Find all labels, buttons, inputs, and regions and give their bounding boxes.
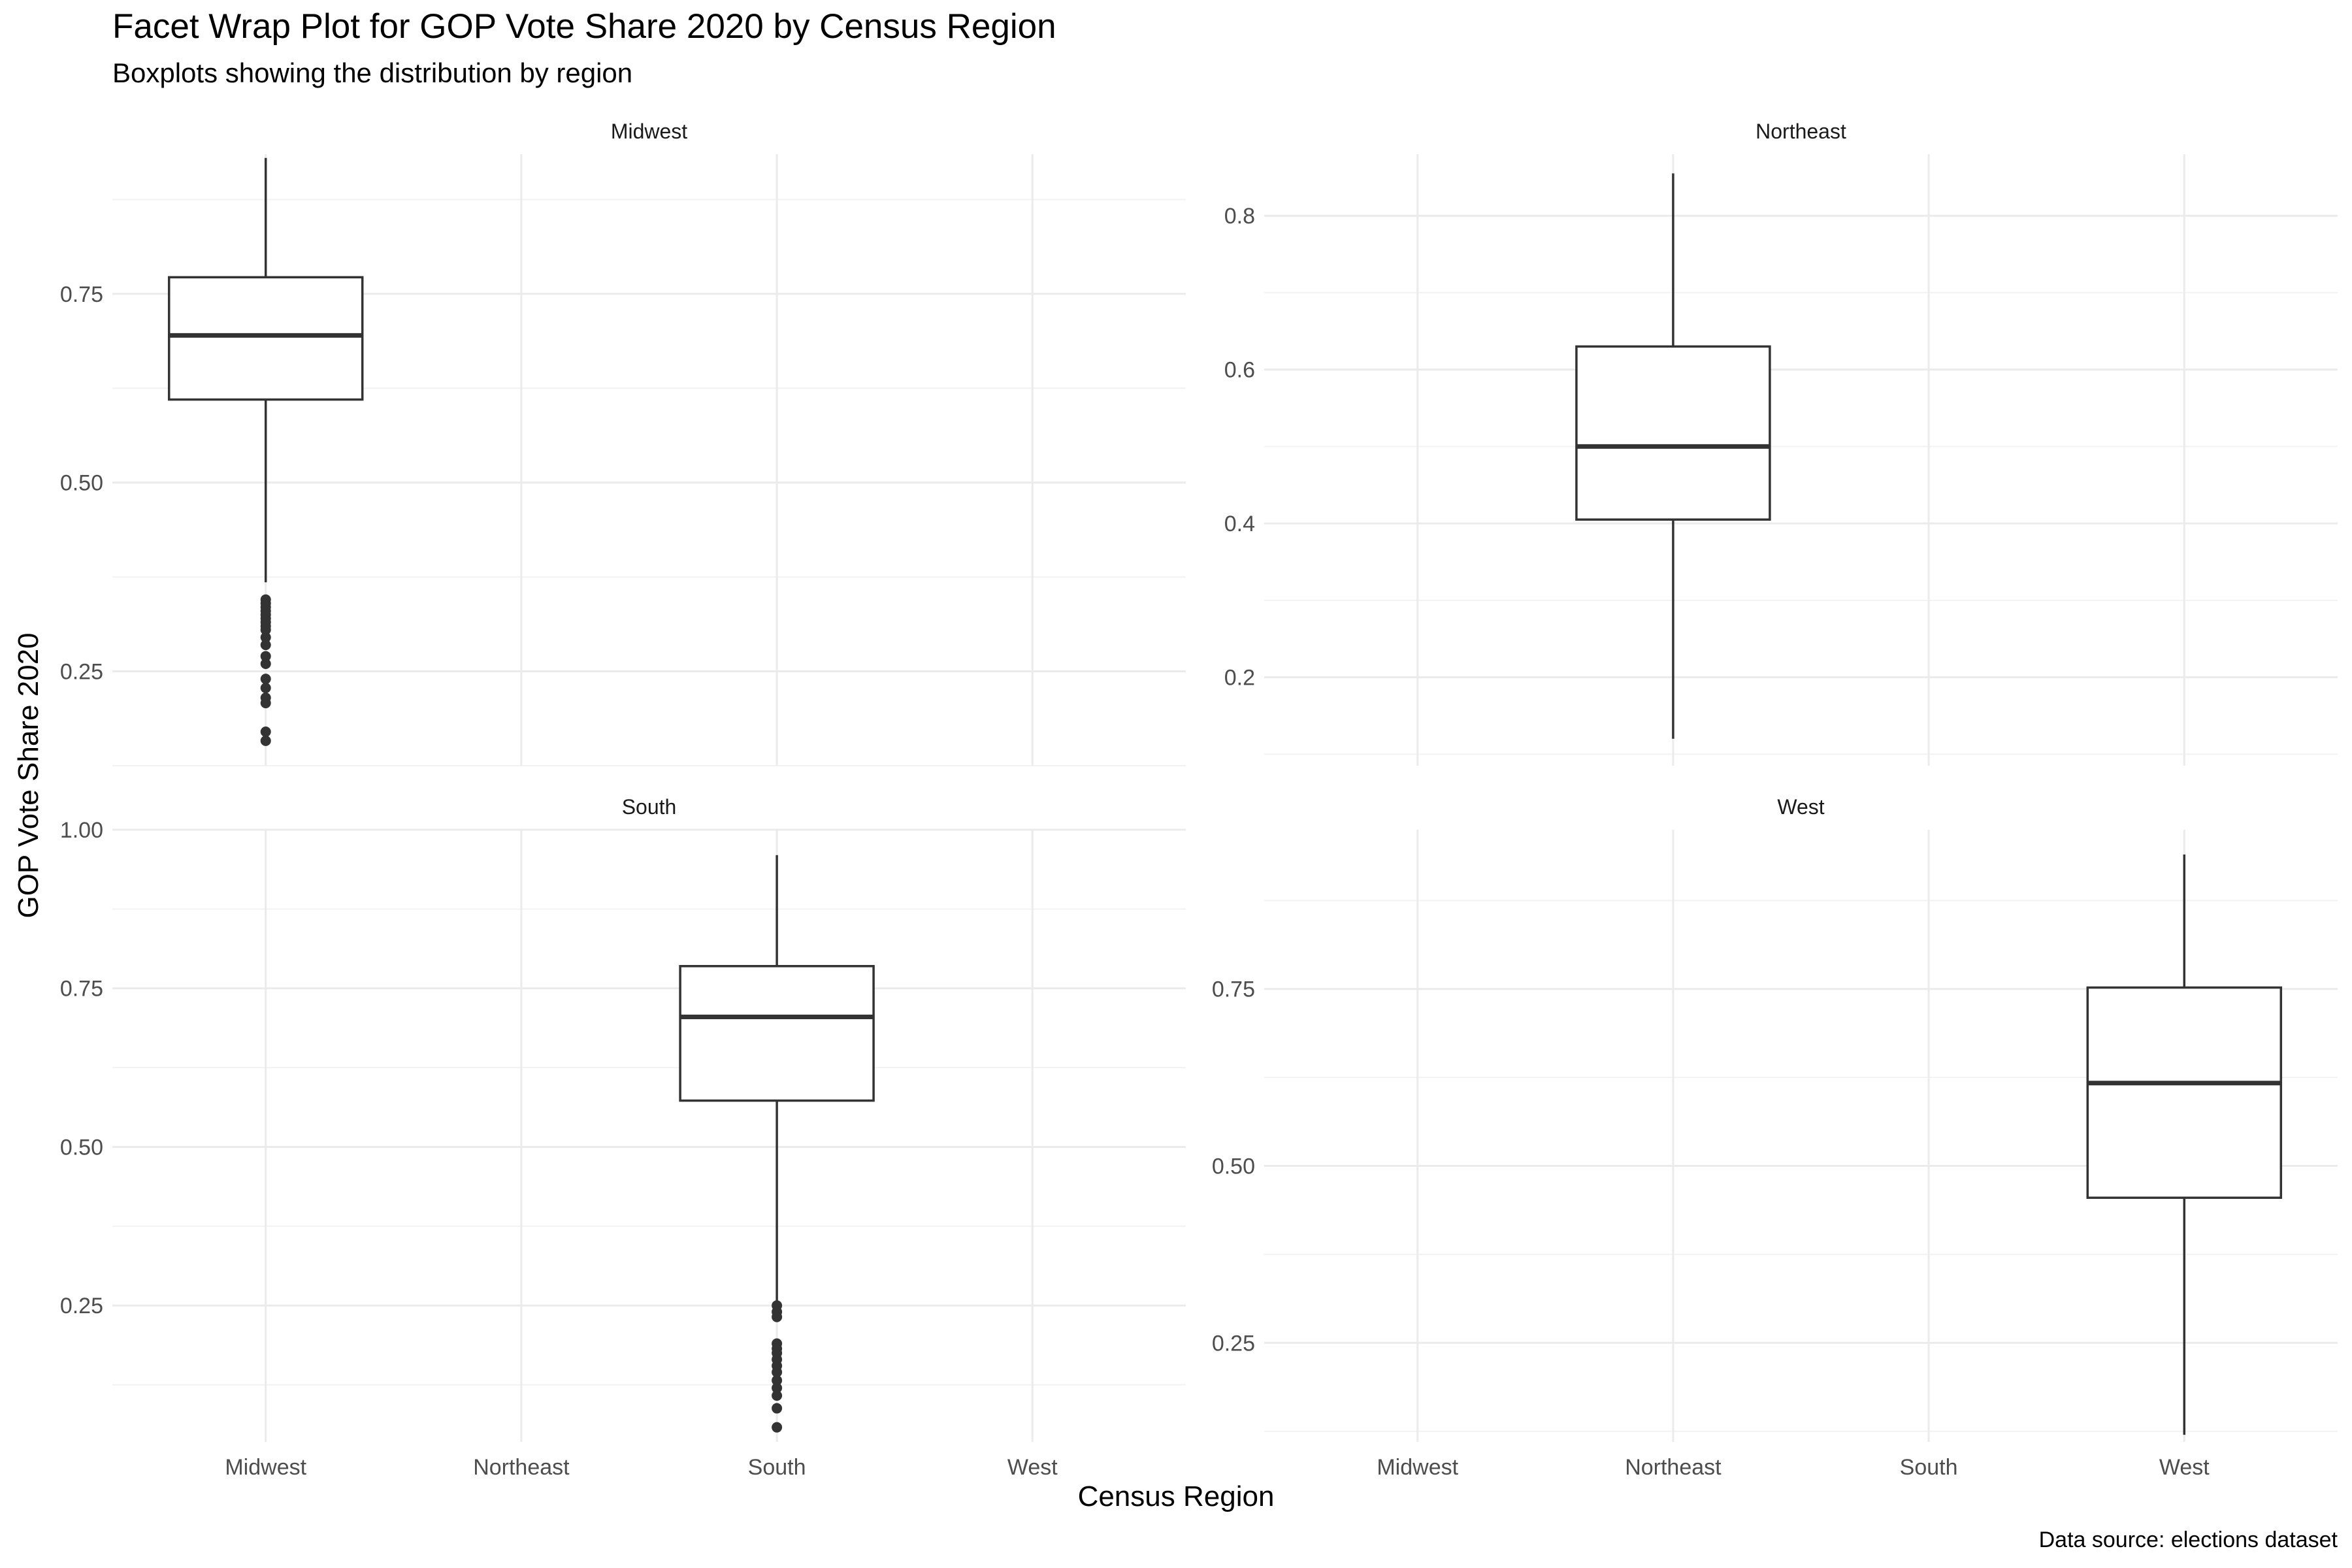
- x-tick-label-south: South: [748, 1455, 806, 1480]
- y-tick-label-south: 1.00: [60, 818, 103, 843]
- outlier-point-south: [772, 1422, 783, 1433]
- y-tick-label-northeast: 0.2: [1224, 666, 1255, 691]
- outlier-point-midwest: [260, 735, 271, 746]
- outlier-point-midwest: [260, 640, 271, 651]
- x-tick-label-south: Midwest: [225, 1455, 306, 1480]
- y-tick-label-south: 0.75: [60, 977, 103, 1002]
- facet-strip-label-northeast: Northeast: [1756, 120, 1846, 143]
- outlier-point-midwest: [260, 659, 271, 669]
- facet-strip-label-midwest: Midwest: [611, 120, 687, 143]
- outlier-point-midwest: [260, 651, 271, 662]
- outlier-point-midwest: [260, 698, 271, 709]
- box-iqr-midwest: [167, 276, 364, 401]
- outlier-point-south: [772, 1311, 783, 1322]
- outlier-point-south: [772, 1375, 783, 1386]
- box-iqr-south: [679, 965, 875, 1102]
- y-tick-label-south: 0.50: [60, 1135, 103, 1160]
- x-tick-label-west: West: [2159, 1455, 2210, 1480]
- outlier-point-midwest: [260, 727, 271, 737]
- x-tick-label-west: South: [1900, 1455, 1958, 1480]
- facet-strip-label-west: West: [1777, 795, 1824, 819]
- outlier-point-south: [772, 1403, 783, 1414]
- chart-caption: Data source: elections dataset: [2038, 1527, 2338, 1552]
- y-tick-label-northeast: 0.4: [1224, 512, 1255, 536]
- outlier-point-south: [772, 1382, 783, 1394]
- y-tick-label-south: 0.25: [60, 1294, 103, 1318]
- y-axis-label: GOP Vote Share 2020: [12, 632, 44, 919]
- x-tick-label-south: West: [1007, 1455, 1058, 1480]
- x-tick-label-west: Northeast: [1625, 1455, 1722, 1480]
- y-tick-label-midwest: 0.75: [60, 282, 103, 307]
- outlier-point-midwest: [260, 674, 271, 685]
- x-tick-label-south: Northeast: [473, 1455, 570, 1480]
- outlier-point-midwest: [260, 625, 271, 635]
- y-tick-label-northeast: 0.6: [1224, 358, 1255, 383]
- y-tick-label-midwest: 0.25: [60, 660, 103, 685]
- box-iqr-west: [2086, 986, 2283, 1200]
- chart-subtitle: Boxplots showing the distribution by reg…: [112, 57, 633, 88]
- y-tick-label-northeast: 0.8: [1224, 204, 1255, 229]
- y-tick-label-west: 0.75: [1212, 977, 1255, 1002]
- facet-strip-label-south: South: [622, 795, 677, 819]
- outlier-point-midwest: [260, 682, 271, 693]
- chart-title: Facet Wrap Plot for GOP Vote Share 2020 …: [112, 7, 1056, 46]
- y-tick-label-midwest: 0.50: [60, 471, 103, 496]
- outlier-point-midwest: [260, 632, 271, 643]
- x-axis-label: Census Region: [1077, 1480, 1275, 1512]
- y-tick-label-west: 0.25: [1212, 1331, 1255, 1356]
- box-iqr-northeast: [1575, 345, 1771, 521]
- y-tick-label-west: 0.50: [1212, 1154, 1255, 1179]
- outlier-point-south: [772, 1367, 783, 1378]
- outlier-point-south: [772, 1390, 783, 1401]
- x-tick-label-west: Midwest: [1377, 1455, 1458, 1480]
